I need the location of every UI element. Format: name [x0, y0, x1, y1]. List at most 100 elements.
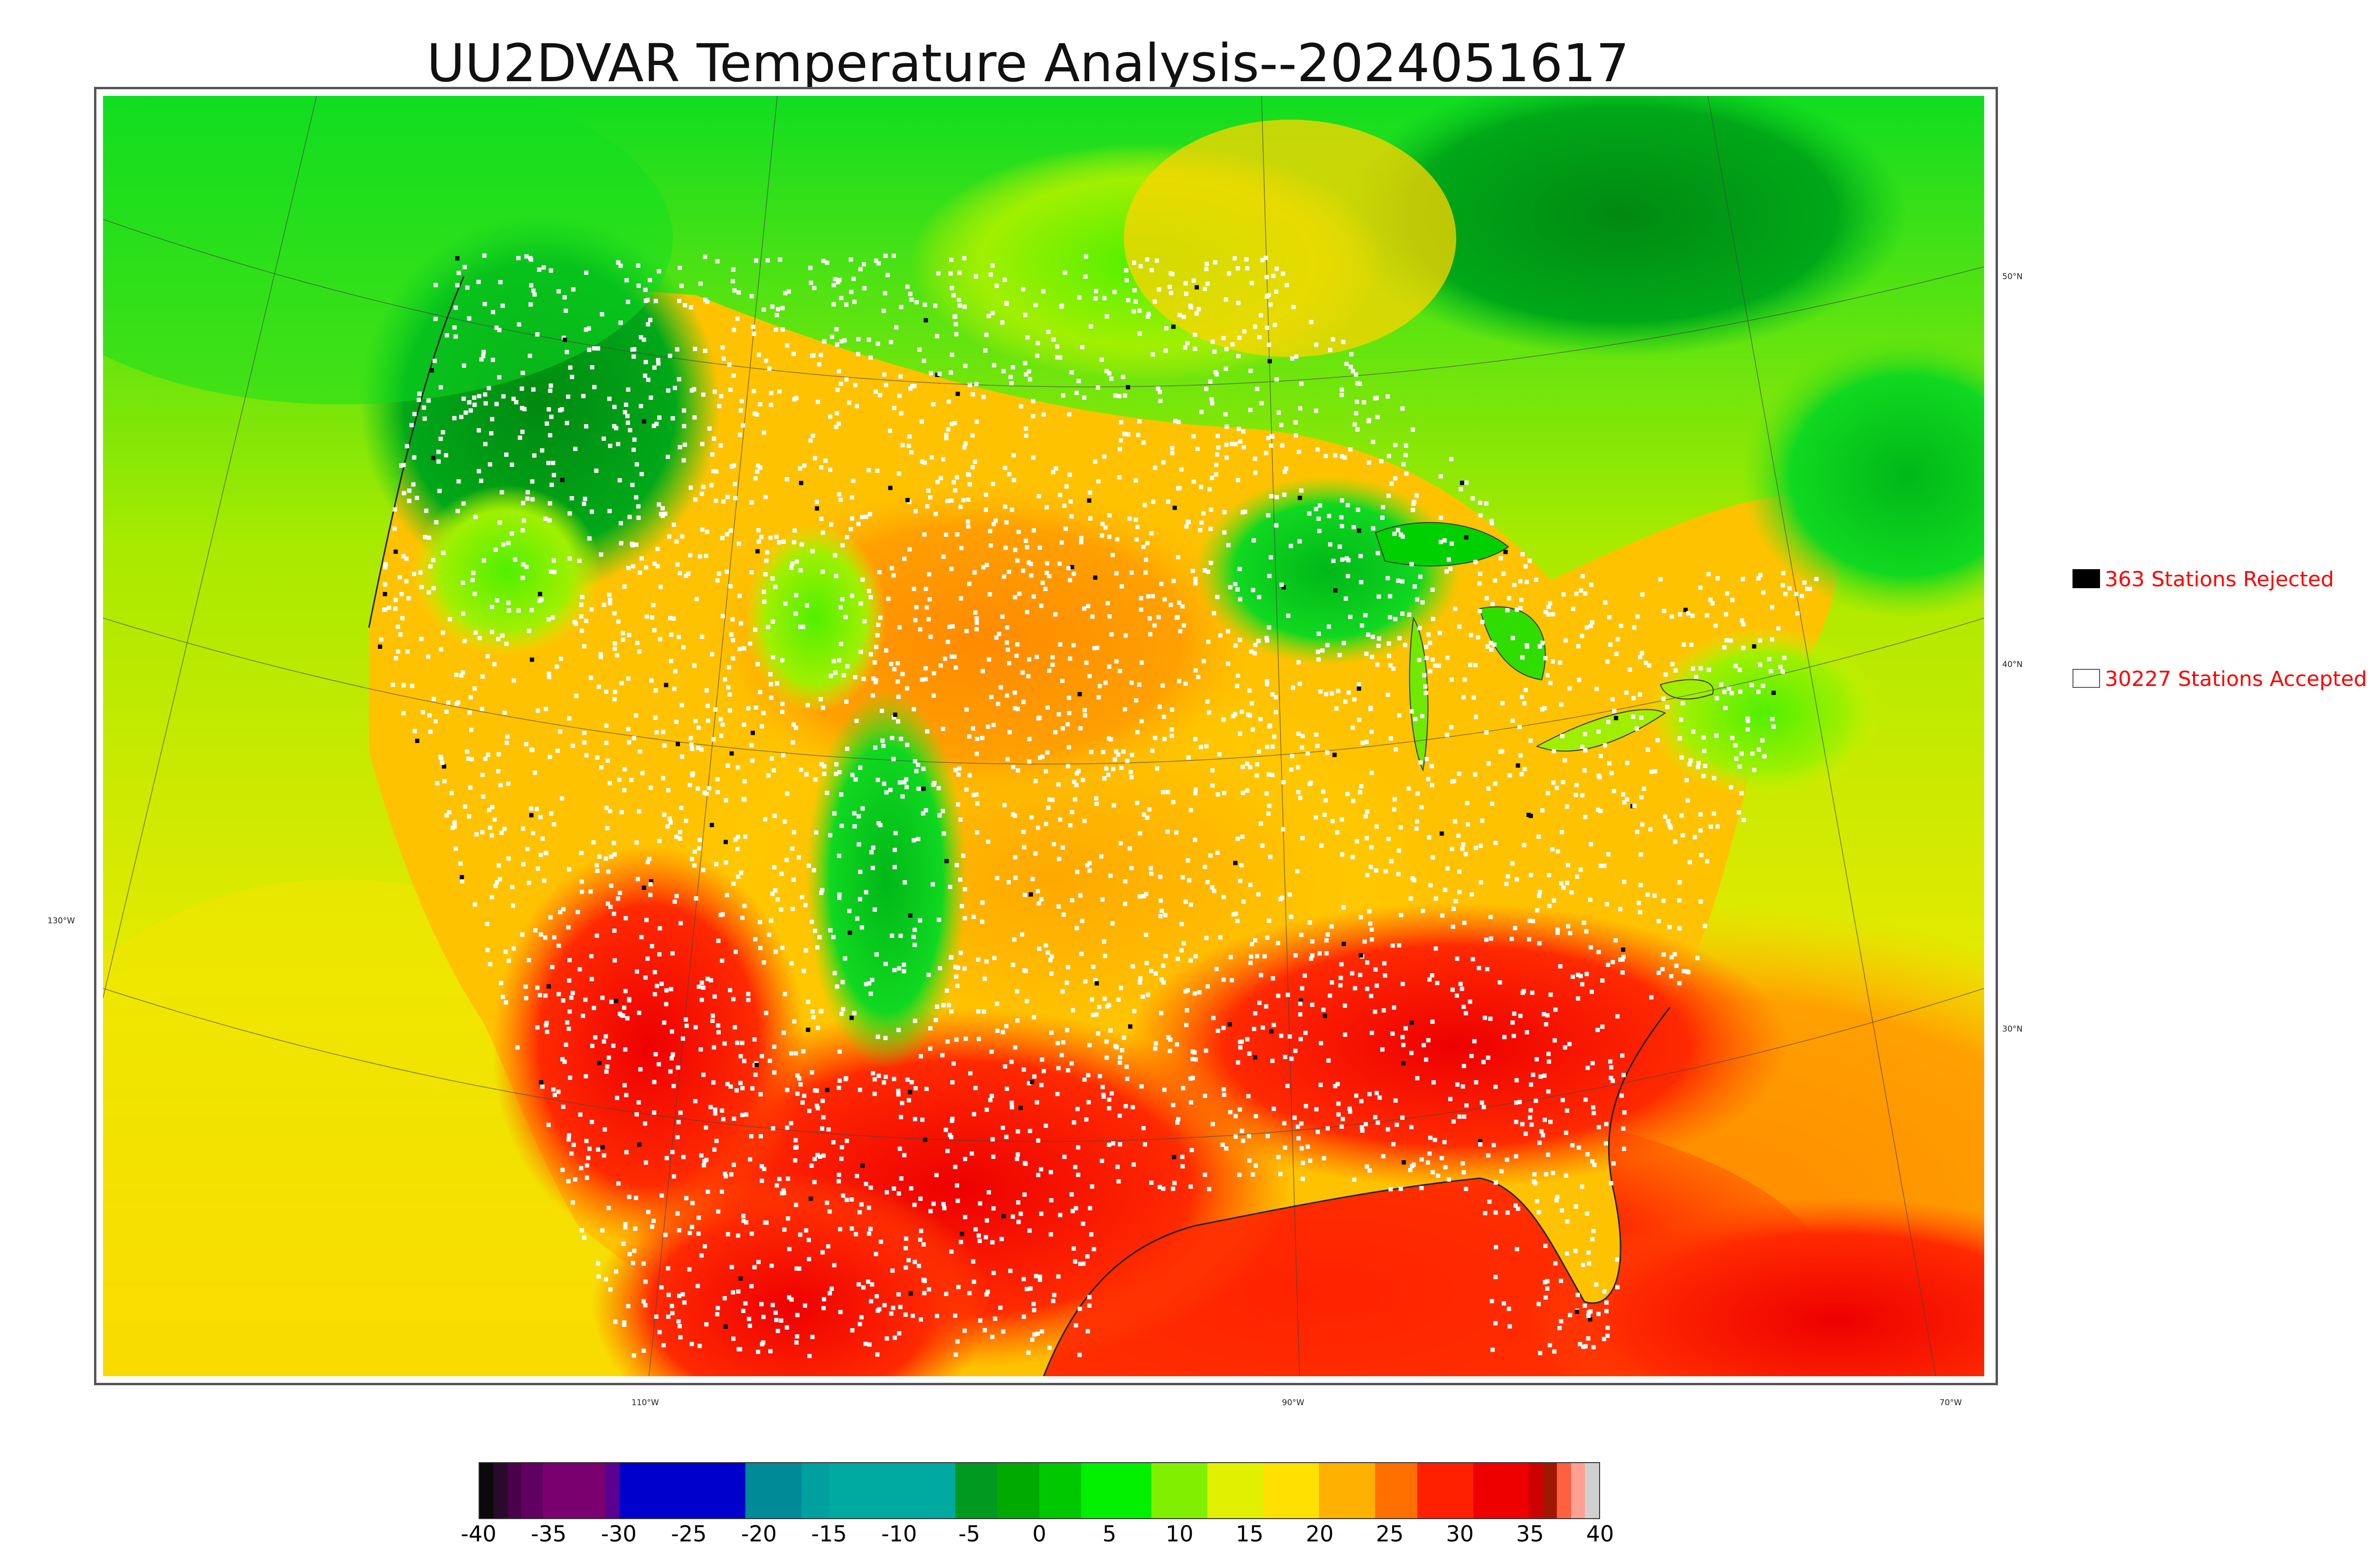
station-accepted-marker — [889, 566, 894, 571]
station-accepted-marker — [752, 1037, 757, 1042]
station-accepted-marker — [1339, 817, 1344, 822]
meridian-90w — [1261, 96, 1300, 1376]
station-accepted-marker — [1669, 955, 1674, 959]
station-accepted-marker — [929, 371, 933, 376]
station-accepted-marker — [653, 299, 658, 303]
station-accepted-marker — [1104, 1039, 1109, 1044]
station-accepted-marker — [1640, 592, 1645, 597]
station-accepted-marker — [1024, 426, 1028, 431]
station-accepted-marker — [1543, 1244, 1548, 1248]
station-rejected-marker — [799, 480, 803, 485]
station-accepted-marker — [806, 999, 810, 1004]
station-accepted-marker — [1063, 271, 1067, 275]
station-accepted-marker — [604, 723, 609, 728]
station-accepted-marker — [1072, 572, 1076, 576]
map-title: UU2DVAR Temperature Analysis--2024051617 — [426, 33, 1630, 94]
station-accepted-marker — [967, 582, 971, 586]
station-accepted-marker — [1036, 1173, 1041, 1177]
station-accepted-marker — [546, 407, 551, 412]
station-accepted-marker — [1514, 1100, 1518, 1105]
station-accepted-marker — [689, 1342, 694, 1346]
station-rejected-marker — [614, 998, 619, 1003]
station-accepted-marker — [503, 949, 508, 954]
station-accepted-marker — [711, 737, 716, 742]
station-accepted-marker — [688, 736, 693, 741]
station-accepted-marker — [566, 925, 571, 930]
station-accepted-marker — [1589, 624, 1593, 629]
station-accepted-marker — [724, 860, 728, 865]
station-accepted-marker — [749, 1284, 754, 1288]
station-accepted-marker — [1044, 943, 1048, 948]
station-accepted-marker — [725, 532, 729, 536]
station-accepted-marker — [1602, 1337, 1606, 1342]
station-accepted-marker — [912, 707, 916, 712]
station-accepted-marker — [1338, 545, 1342, 549]
station-accepted-marker — [1477, 581, 1482, 586]
station-accepted-marker — [641, 1348, 646, 1353]
station-accepted-marker — [1191, 434, 1196, 439]
station-accepted-marker — [391, 683, 396, 687]
colorbar-segment — [955, 1463, 998, 1518]
station-accepted-marker — [1486, 761, 1491, 766]
station-accepted-marker — [544, 1023, 548, 1028]
station-accepted-marker — [641, 1261, 646, 1266]
station-accepted-marker — [641, 1299, 646, 1304]
station-accepted-marker — [896, 1092, 901, 1097]
station-accepted-marker — [540, 1084, 545, 1089]
station-accepted-marker — [1287, 1034, 1292, 1039]
station-accepted-marker — [1462, 677, 1467, 682]
station-accepted-marker — [1605, 659, 1610, 664]
station-accepted-marker — [807, 1354, 812, 1358]
station-accepted-marker — [740, 1041, 744, 1045]
station-accepted-marker — [1141, 1126, 1146, 1130]
station-accepted-marker — [1573, 793, 1578, 798]
station-accepted-marker — [669, 987, 673, 992]
station-accepted-marker — [1130, 752, 1134, 757]
station-accepted-marker — [444, 813, 449, 818]
station-accepted-marker — [916, 787, 921, 791]
station-accepted-marker — [779, 907, 783, 912]
station-accepted-marker — [760, 1054, 764, 1059]
station-accepted-marker — [623, 1222, 628, 1227]
station-accepted-marker — [1546, 612, 1551, 617]
station-accepted-marker — [1047, 1345, 1052, 1350]
station-accepted-marker — [592, 346, 596, 351]
station-accepted-marker — [990, 1240, 995, 1245]
station-accepted-marker — [701, 986, 706, 990]
station-accepted-marker — [1367, 909, 1372, 914]
station-accepted-marker — [1046, 806, 1051, 810]
station-rejected-marker — [1028, 892, 1033, 897]
station-accepted-marker — [678, 830, 682, 835]
station-accepted-marker — [1110, 1091, 1114, 1096]
station-accepted-marker — [670, 951, 675, 956]
station-accepted-marker — [1357, 717, 1362, 722]
rejected-swatch — [2073, 569, 2100, 588]
lon-label-130w: 130°W — [47, 916, 75, 926]
station-accepted-marker — [483, 441, 488, 446]
station-accepted-marker — [547, 755, 552, 760]
station-accepted-marker — [1370, 937, 1374, 942]
station-accepted-marker — [1180, 1155, 1185, 1159]
station-accepted-marker — [720, 1108, 725, 1113]
station-accepted-marker — [1103, 525, 1108, 530]
station-accepted-marker — [978, 1318, 982, 1323]
station-accepted-marker — [1597, 775, 1602, 779]
station-accepted-marker — [1040, 1057, 1045, 1062]
station-accepted-marker — [616, 260, 621, 265]
station-accepted-marker — [1578, 867, 1583, 872]
station-accepted-marker — [1324, 938, 1329, 943]
station-accepted-marker — [1076, 379, 1081, 384]
station-accepted-marker — [866, 1279, 870, 1284]
station-accepted-marker — [670, 1052, 675, 1057]
station-accepted-marker — [1035, 655, 1039, 659]
station-accepted-marker — [1729, 785, 1733, 790]
station-accepted-marker — [552, 473, 556, 478]
colorbar-tick-label: 25 — [1375, 1521, 1404, 1547]
station-accepted-marker — [449, 791, 454, 795]
station-accepted-marker — [833, 670, 838, 675]
station-accepted-marker — [1079, 535, 1083, 540]
station-accepted-marker — [1178, 313, 1182, 318]
station-accepted-marker — [1069, 514, 1074, 519]
station-accepted-marker — [1569, 890, 1574, 895]
station-accepted-marker — [1074, 1206, 1078, 1211]
